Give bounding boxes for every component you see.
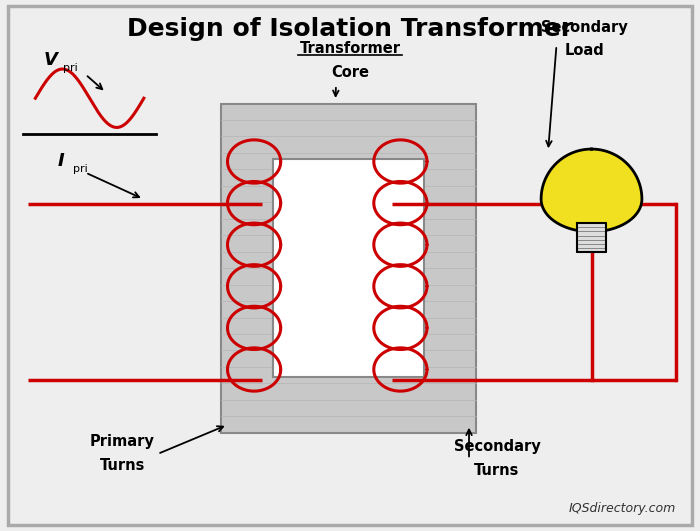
Text: I: I bbox=[57, 152, 64, 170]
Text: Design of Isolation Transformer: Design of Isolation Transformer bbox=[127, 17, 573, 41]
Text: pri: pri bbox=[63, 63, 78, 73]
Text: Core: Core bbox=[331, 65, 369, 80]
Text: Transformer: Transformer bbox=[300, 41, 400, 56]
Text: V: V bbox=[43, 51, 57, 69]
Text: Turns: Turns bbox=[100, 458, 145, 473]
Text: Turns: Turns bbox=[475, 463, 519, 478]
Bar bbox=[273, 159, 424, 377]
Text: pri: pri bbox=[73, 164, 88, 174]
Polygon shape bbox=[541, 149, 642, 232]
Text: IQSdirectory.com: IQSdirectory.com bbox=[568, 502, 676, 515]
Bar bbox=[220, 104, 476, 433]
Text: Primary: Primary bbox=[90, 434, 155, 449]
Text: Load: Load bbox=[565, 44, 604, 58]
Bar bbox=[577, 223, 606, 252]
Text: Secondary: Secondary bbox=[541, 20, 628, 35]
Text: Secondary: Secondary bbox=[454, 439, 540, 454]
